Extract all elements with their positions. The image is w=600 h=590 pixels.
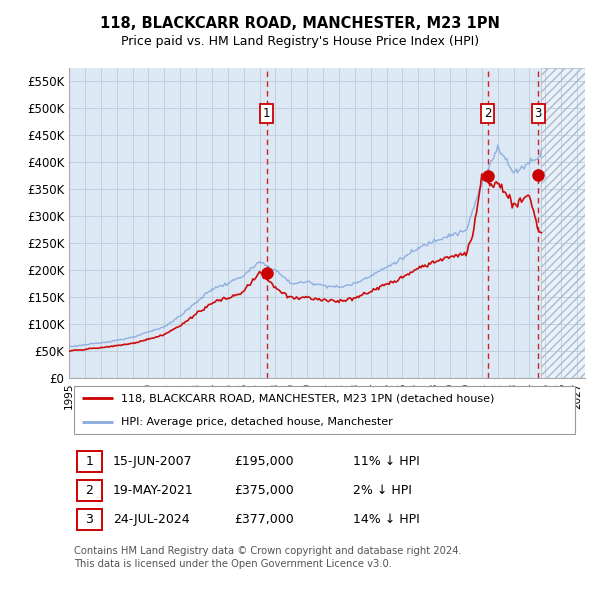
- Text: 3: 3: [85, 513, 93, 526]
- Text: 14% ↓ HPI: 14% ↓ HPI: [353, 513, 419, 526]
- Text: 11% ↓ HPI: 11% ↓ HPI: [353, 455, 419, 468]
- Bar: [541, 68, 585, 378]
- Text: 2: 2: [85, 484, 93, 497]
- Text: HPI: Average price, detached house, Manchester: HPI: Average price, detached house, Manc…: [121, 417, 392, 427]
- Text: £375,000: £375,000: [234, 484, 294, 497]
- Text: 1: 1: [85, 455, 93, 468]
- Text: 3: 3: [535, 107, 542, 120]
- Text: Contains HM Land Registry data © Crown copyright and database right 2024.
This d: Contains HM Land Registry data © Crown c…: [74, 546, 462, 569]
- Text: 118, BLACKCARR ROAD, MANCHESTER, M23 1PN: 118, BLACKCARR ROAD, MANCHESTER, M23 1PN: [100, 16, 500, 31]
- Text: 118, BLACKCARR ROAD, MANCHESTER, M23 1PN (detached house): 118, BLACKCARR ROAD, MANCHESTER, M23 1PN…: [121, 394, 494, 404]
- FancyBboxPatch shape: [77, 509, 101, 530]
- Text: 19-MAY-2021: 19-MAY-2021: [113, 484, 194, 497]
- FancyBboxPatch shape: [77, 451, 101, 472]
- Text: 1: 1: [263, 107, 271, 120]
- Text: 2: 2: [484, 107, 491, 120]
- Text: £377,000: £377,000: [234, 513, 294, 526]
- FancyBboxPatch shape: [74, 386, 575, 434]
- Text: 15-JUN-2007: 15-JUN-2007: [113, 455, 193, 468]
- Text: 2% ↓ HPI: 2% ↓ HPI: [353, 484, 412, 497]
- Bar: [541, 68, 585, 378]
- FancyBboxPatch shape: [77, 480, 101, 501]
- Text: 24-JUL-2024: 24-JUL-2024: [113, 513, 190, 526]
- Text: Price paid vs. HM Land Registry's House Price Index (HPI): Price paid vs. HM Land Registry's House …: [121, 35, 479, 48]
- Text: £195,000: £195,000: [234, 455, 294, 468]
